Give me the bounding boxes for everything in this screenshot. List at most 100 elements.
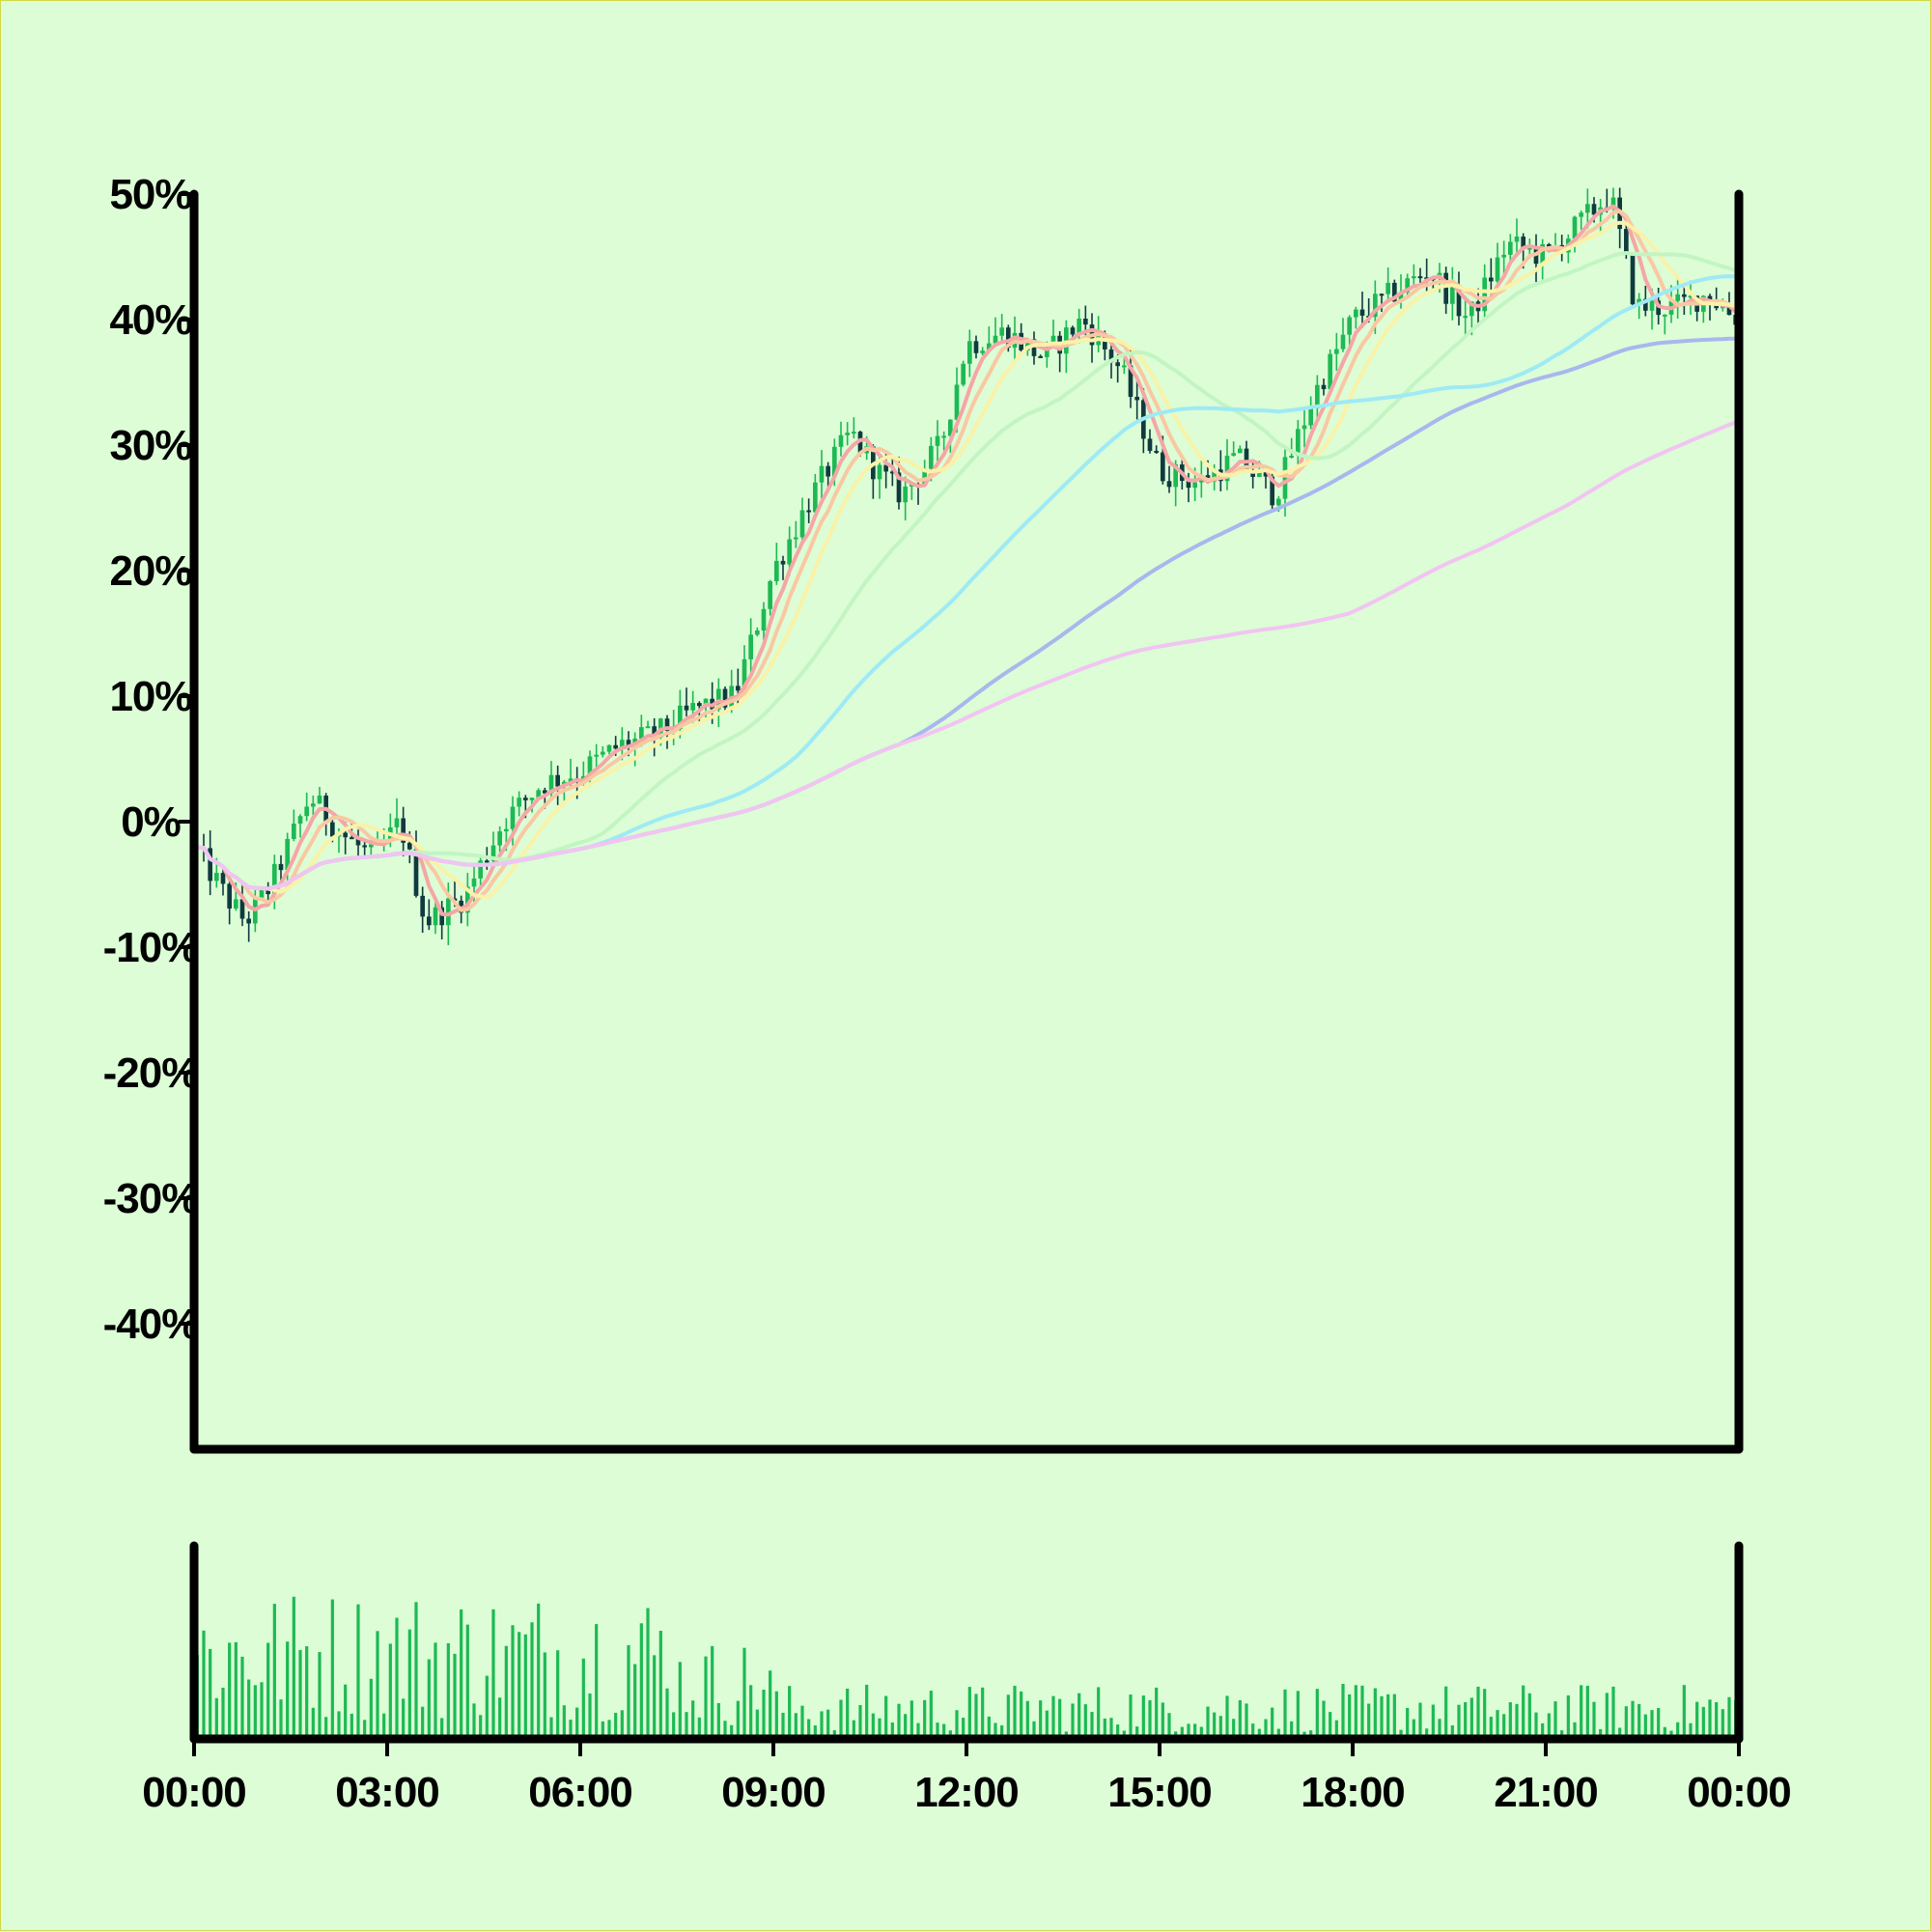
candle-body (736, 686, 741, 691)
volume-bar (865, 1684, 869, 1739)
candle-body (948, 419, 953, 436)
candle-body (1161, 452, 1165, 482)
candle-body (787, 539, 792, 565)
candle-body (703, 698, 709, 707)
volume-bar (446, 1642, 450, 1739)
candle-body (1508, 241, 1513, 255)
volume-bar (1631, 1700, 1635, 1739)
candle (548, 761, 554, 801)
candle (1450, 266, 1455, 321)
volume-bar (1464, 1702, 1468, 1739)
candle (517, 791, 521, 817)
candle-body (1115, 362, 1120, 367)
volume-bar (595, 1624, 599, 1739)
candle-body (961, 363, 966, 385)
volume-bar (1580, 1685, 1583, 1739)
volume-bar (1605, 1693, 1609, 1739)
volume-bar (350, 1713, 353, 1739)
candle-body (536, 790, 541, 798)
volume-bar (781, 1712, 785, 1739)
volume-bar (974, 1694, 978, 1739)
candle (999, 314, 1004, 345)
x-tick-label: 03:00 (335, 1769, 439, 1816)
volume-bar (1457, 1704, 1461, 1739)
candle-body (1173, 464, 1178, 488)
volume-bar (685, 1712, 688, 1739)
volume-bar (1199, 1726, 1203, 1739)
volume-bar (440, 1718, 444, 1739)
volume-bar (665, 1688, 669, 1739)
y-tick-label: 40% (109, 296, 191, 344)
volume-bar (1715, 1702, 1719, 1739)
candle-body (716, 688, 721, 710)
volume-bar (910, 1700, 913, 1739)
volume-bar (498, 1697, 502, 1739)
volume-bar (993, 1722, 997, 1739)
volume-bar (1425, 1728, 1429, 1739)
candle-body (394, 818, 400, 827)
candle-body (1315, 384, 1320, 409)
candle (1714, 287, 1719, 311)
candle-body (973, 341, 979, 353)
volume-bar (955, 1710, 959, 1739)
candle (1417, 267, 1423, 283)
volume-bar (382, 1713, 386, 1739)
volume-bar (511, 1625, 515, 1739)
candle-body (1147, 438, 1153, 451)
candle-body (857, 432, 863, 454)
candle-body (485, 860, 490, 863)
candle-body (568, 778, 574, 782)
volume-bar (588, 1693, 592, 1739)
candle-body (852, 432, 856, 434)
candle (678, 689, 683, 739)
volume-bar (1097, 1687, 1101, 1739)
candle-body (317, 795, 322, 804)
volume-bar (820, 1711, 824, 1739)
candle-body (497, 831, 502, 846)
volume-bar (1193, 1723, 1197, 1739)
candle (1289, 437, 1294, 459)
candle (497, 826, 502, 853)
candle-body (1547, 244, 1552, 247)
volume-bar (266, 1642, 270, 1739)
moving-average-line (197, 220, 1736, 900)
volume-bar (1573, 1722, 1577, 1739)
candle (433, 899, 438, 935)
y-tick-label: -40% (103, 1301, 199, 1348)
candle (993, 317, 998, 345)
candle-body (1270, 476, 1274, 506)
candle-body (420, 895, 425, 917)
candle-body (362, 845, 367, 848)
candle-body (755, 630, 760, 635)
candle-body (903, 486, 908, 503)
candle-body (980, 350, 985, 353)
volume-bar (1296, 1691, 1300, 1739)
volume-bar (962, 1718, 966, 1739)
volume-bar (1045, 1710, 1049, 1739)
volume-bar (884, 1695, 888, 1739)
volume-bar (736, 1700, 740, 1739)
volume-bar (1238, 1699, 1242, 1739)
candle-body (954, 384, 960, 420)
candle (1456, 271, 1462, 326)
candle-body (427, 916, 432, 926)
volume-bar (658, 1631, 662, 1739)
candle-body (1572, 216, 1578, 239)
volume-bar (1290, 1721, 1294, 1739)
candle-body (220, 873, 226, 884)
volume-bar (1315, 1689, 1319, 1739)
volume-bar (769, 1670, 772, 1739)
candle (1328, 349, 1332, 393)
candle-body (1108, 349, 1114, 363)
candle (1675, 277, 1680, 320)
candle-body (1385, 282, 1390, 294)
candle-body (1630, 254, 1636, 305)
volume-bar (639, 1623, 643, 1739)
volume-bar (1032, 1721, 1036, 1739)
candle (1379, 293, 1385, 313)
candle (1340, 318, 1346, 352)
candle (774, 543, 779, 585)
candle-body (606, 744, 612, 752)
candle-body (1006, 327, 1011, 349)
volume-bar (871, 1713, 875, 1739)
